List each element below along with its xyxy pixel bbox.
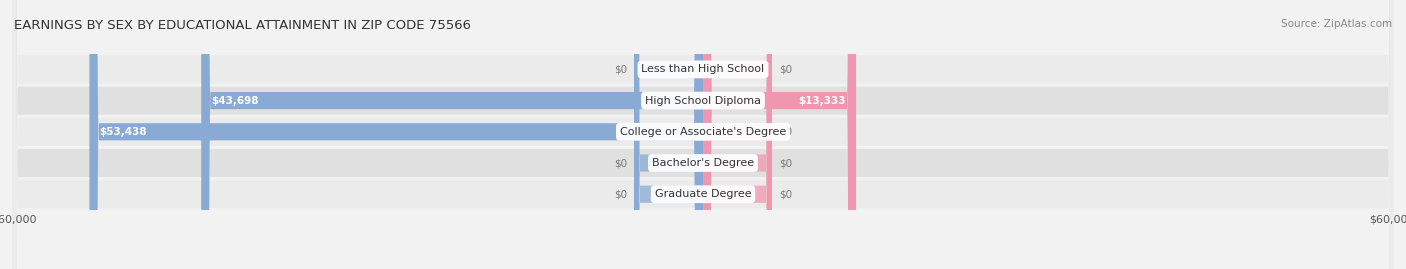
FancyBboxPatch shape bbox=[13, 0, 1393, 269]
Text: Bachelor's Degree: Bachelor's Degree bbox=[652, 158, 754, 168]
Text: $0: $0 bbox=[779, 127, 792, 137]
FancyBboxPatch shape bbox=[13, 0, 1393, 269]
Text: $0: $0 bbox=[779, 189, 792, 199]
Text: Source: ZipAtlas.com: Source: ZipAtlas.com bbox=[1281, 19, 1392, 29]
Text: $0: $0 bbox=[614, 158, 627, 168]
FancyBboxPatch shape bbox=[703, 0, 772, 269]
Text: $0: $0 bbox=[779, 158, 792, 168]
Text: $0: $0 bbox=[614, 64, 627, 75]
Legend: Male, Female: Male, Female bbox=[641, 266, 765, 269]
FancyBboxPatch shape bbox=[201, 0, 703, 269]
Text: $0: $0 bbox=[779, 64, 792, 75]
FancyBboxPatch shape bbox=[13, 0, 1393, 269]
Text: $53,438: $53,438 bbox=[100, 127, 148, 137]
Text: $43,698: $43,698 bbox=[211, 95, 259, 106]
FancyBboxPatch shape bbox=[703, 0, 772, 269]
FancyBboxPatch shape bbox=[703, 0, 772, 269]
FancyBboxPatch shape bbox=[634, 0, 703, 269]
FancyBboxPatch shape bbox=[13, 0, 1393, 269]
FancyBboxPatch shape bbox=[634, 0, 703, 269]
Text: EARNINGS BY SEX BY EDUCATIONAL ATTAINMENT IN ZIP CODE 75566: EARNINGS BY SEX BY EDUCATIONAL ATTAINMEN… bbox=[14, 19, 471, 32]
FancyBboxPatch shape bbox=[703, 0, 772, 269]
FancyBboxPatch shape bbox=[703, 0, 856, 269]
Text: $13,333: $13,333 bbox=[799, 95, 846, 106]
Text: High School Diploma: High School Diploma bbox=[645, 95, 761, 106]
Text: College or Associate's Degree: College or Associate's Degree bbox=[620, 127, 786, 137]
Text: Less than High School: Less than High School bbox=[641, 64, 765, 75]
FancyBboxPatch shape bbox=[90, 0, 703, 269]
FancyBboxPatch shape bbox=[634, 0, 703, 269]
FancyBboxPatch shape bbox=[13, 0, 1393, 269]
Text: $0: $0 bbox=[614, 189, 627, 199]
Text: Graduate Degree: Graduate Degree bbox=[655, 189, 751, 199]
